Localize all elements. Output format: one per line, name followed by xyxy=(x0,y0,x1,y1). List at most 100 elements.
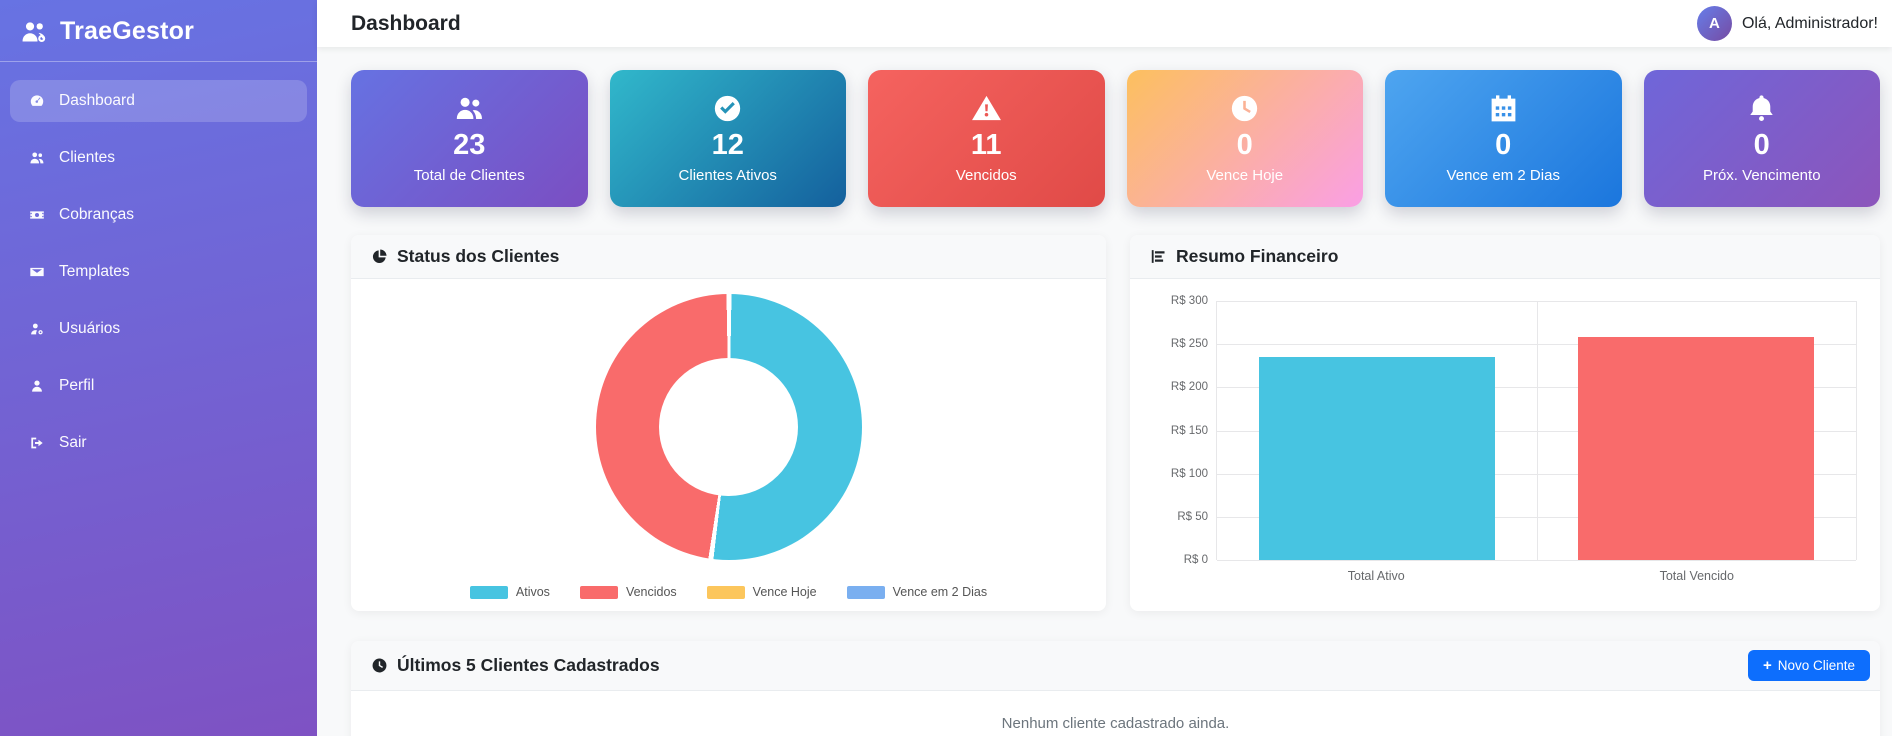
sidebar-item-sair[interactable]: Sair xyxy=(10,422,307,464)
user-settings-icon xyxy=(27,321,47,337)
recentes-panel-title: Últimos 5 Clientes Cadastrados xyxy=(397,655,660,675)
status-clientes-panel: Status dos Clientes Ativos Vencidos Vence … xyxy=(351,235,1106,611)
bar-column xyxy=(1537,301,1857,560)
bar-chart-y-axis: R$ 300 R$ 250 R$ 200 R$ 150 R$ 100 R$ 50 R$ 0 xyxy=(1146,295,1208,566)
sidebar-item-label: Dashboard xyxy=(59,92,135,109)
stat-card-prox-vencimento: 0 Próx. Vencimento xyxy=(1643,70,1880,207)
sidebar-item-label: Perfil xyxy=(59,377,95,394)
stat-value: 23 xyxy=(453,129,486,161)
legend-item-vencidos[interactable]: Vencidos xyxy=(579,585,677,599)
sidebar-item-dashboard[interactable]: Dashboard xyxy=(10,80,307,122)
stat-value: 0 xyxy=(1495,129,1512,161)
legend-label: Ativos xyxy=(515,585,550,599)
bar-chart-icon xyxy=(1150,248,1167,265)
billing-icon xyxy=(27,207,47,223)
financeiro-panel-body: R$ 300 R$ 250 R$ 200 R$ 150 R$ 100 R$ 50 R$ 0 … xyxy=(1130,279,1880,611)
stat-value: 11 xyxy=(970,129,1002,161)
donut-hole xyxy=(659,357,798,497)
sidebar-item-cobrancas[interactable]: Cobranças xyxy=(10,194,307,236)
y-axis-tick: R$ 200 xyxy=(1170,381,1208,394)
avatar[interactable]: A xyxy=(1696,6,1732,41)
legend-item-ativos[interactable]: Ativos xyxy=(469,585,550,599)
sidebar-item-label: Usuários xyxy=(59,320,121,337)
stat-card-clientes-ativos: 12 Clientes Ativos xyxy=(609,70,846,207)
warning-icon xyxy=(971,93,1002,124)
legend-swatch xyxy=(469,585,508,599)
recentes-panel-header: Últimos 5 Clientes Cadastrados + Novo Cl… xyxy=(351,641,1880,691)
stat-label: Vencidos xyxy=(955,167,1017,184)
novo-cliente-label: Novo Cliente xyxy=(1777,658,1855,673)
sidebar-item-usuarios[interactable]: Usuários xyxy=(10,308,307,350)
legend-label: Vence Hoje xyxy=(752,585,817,599)
clients-icon xyxy=(27,150,47,166)
bars-container xyxy=(1217,301,1856,560)
profile-icon xyxy=(27,378,47,394)
stat-label: Vence em 2 Dias xyxy=(1446,167,1560,184)
legend-swatch xyxy=(579,585,618,599)
main-area: Dashboard A Olá, Administrador! 23 Total … xyxy=(317,0,1892,736)
x-axis-label: Total Vencido xyxy=(1659,569,1734,583)
pie-chart-icon xyxy=(371,248,388,265)
legend-label: Vencidos xyxy=(625,585,677,599)
gridline xyxy=(1217,560,1856,561)
sidebar-item-perfil[interactable]: Perfil xyxy=(10,365,307,407)
recentes-panel-body: Nenhum cliente cadastrado ainda. xyxy=(351,691,1880,736)
logout-icon xyxy=(27,435,47,451)
stat-card-total-de-clientes: 23 Total de Clientes xyxy=(351,70,588,207)
content: 23 Total de Clientes 12 Clientes Ativos 11 Ve… xyxy=(317,47,1892,736)
stat-card-vence-em-2-dias: 0 Vence em 2 Dias xyxy=(1385,70,1622,207)
stat-label: Próx. Vencimento xyxy=(1702,167,1821,184)
history-icon xyxy=(371,657,388,674)
donut-chart xyxy=(595,294,862,560)
clock-icon xyxy=(1229,93,1260,124)
check-circle-icon xyxy=(712,93,743,124)
status-panel-body: Ativos Vencidos Vence Hoje Vence em 2 Dias xyxy=(351,279,1106,611)
app-title: TraeGestor xyxy=(60,17,195,45)
bell-icon xyxy=(1746,93,1777,124)
bar-total-vencido xyxy=(1578,337,1815,560)
status-panel-header: Status dos Clientes xyxy=(351,235,1106,279)
sidebar-item-templates[interactable]: Templates xyxy=(10,251,307,293)
financeiro-panel-title: Resumo Financeiro xyxy=(1176,246,1339,266)
bar-chart-plot xyxy=(1216,301,1857,561)
y-axis-tick: R$ 0 xyxy=(1183,554,1208,566)
stat-label: Clientes Ativos xyxy=(678,167,777,184)
sidebar-item-label: Templates xyxy=(59,263,130,280)
page-title: Dashboard xyxy=(351,11,461,35)
empty-state-text: Nenhum cliente cadastrado ainda. xyxy=(1001,715,1230,732)
legend-swatch xyxy=(706,585,745,599)
greeting: Olá, Administrador! xyxy=(1741,14,1878,32)
bar-total-ativo xyxy=(1258,357,1495,560)
vertical-gridline xyxy=(1536,301,1538,560)
y-axis-tick: R$ 300 xyxy=(1170,295,1208,307)
users-icon xyxy=(454,93,485,124)
dashboard-icon xyxy=(27,93,47,109)
templates-icon xyxy=(27,264,47,280)
sidebar-nav: Dashboard Clientes Cobranças Templates Usuár… xyxy=(0,80,317,464)
bar-chart-area: Total Ativo Total Vencido xyxy=(1216,301,1857,611)
stat-label: Total de Clientes xyxy=(413,167,525,184)
panels-row: Status dos Clientes Ativos Vencidos Vence … xyxy=(351,235,1880,611)
sidebar: TraeGestor Dashboard Clientes Cobranças Tem… xyxy=(0,0,317,736)
legend-swatch xyxy=(846,585,885,599)
legend-item-vence-hoje[interactable]: Vence Hoje xyxy=(706,585,817,599)
financeiro-panel-header: Resumo Financeiro xyxy=(1130,235,1880,279)
stat-card-vence-hoje: 0 Vence Hoje xyxy=(1126,70,1363,207)
sidebar-divider xyxy=(0,61,317,62)
legend-label: Vence em 2 Dias xyxy=(892,585,988,599)
y-axis-tick: R$ 250 xyxy=(1170,338,1208,351)
bar-chart-x-labels: Total Ativo Total Vencido xyxy=(1216,569,1857,583)
novo-cliente-button[interactable]: + Novo Cliente xyxy=(1747,650,1870,681)
status-panel-title: Status dos Clientes xyxy=(397,246,560,266)
stat-value: 0 xyxy=(1753,129,1770,161)
stat-value: 12 xyxy=(711,129,744,161)
y-axis-tick: R$ 100 xyxy=(1170,467,1208,480)
sidebar-item-label: Cobranças xyxy=(59,206,134,223)
donut-legend: Ativos Vencidos Vence Hoje Vence em 2 Dias xyxy=(351,585,1106,599)
sidebar-item-clientes[interactable]: Clientes xyxy=(10,137,307,179)
stat-value: 0 xyxy=(1236,129,1253,161)
user-area[interactable]: A Olá, Administrador! xyxy=(1696,6,1878,41)
legend-item-vence-em-2-dias[interactable]: Vence em 2 Dias xyxy=(846,585,988,599)
y-axis-tick: R$ 50 xyxy=(1177,510,1208,523)
